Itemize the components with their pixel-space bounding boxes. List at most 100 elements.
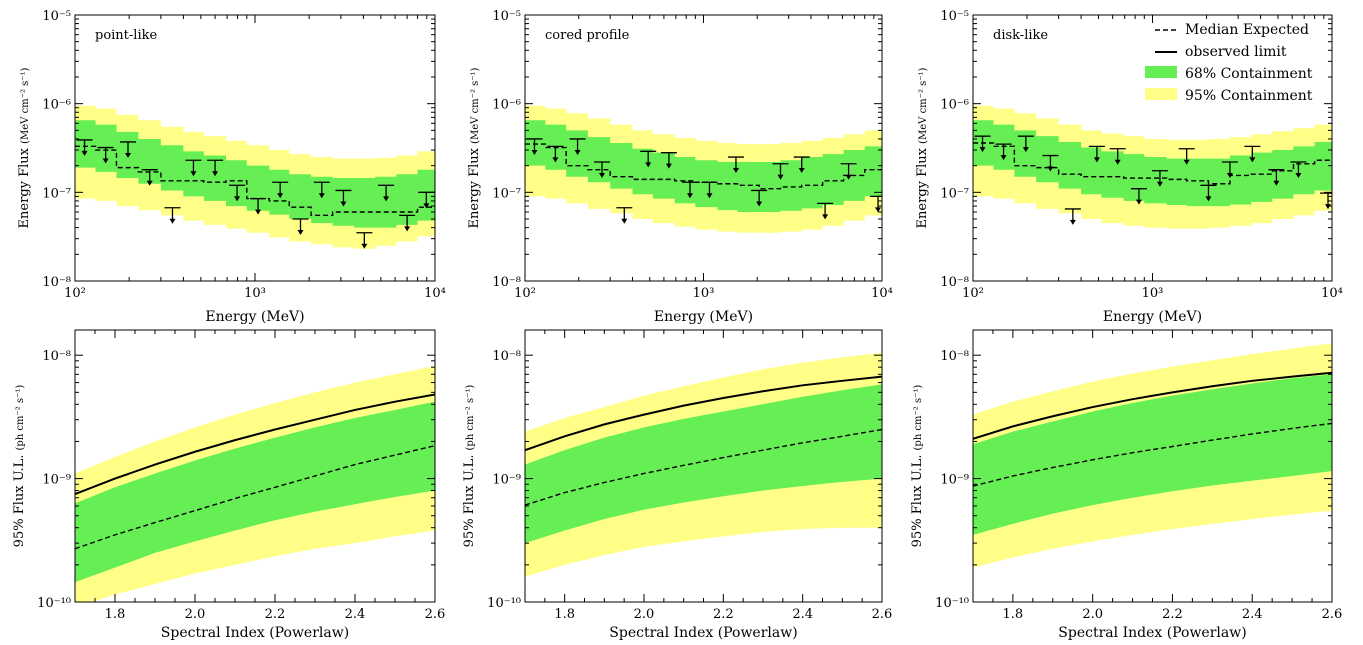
ticks: [524, 330, 883, 603]
panel-6: 1.8 2.0 2.2 2.4 2.6 10⁻¹⁰ 10⁻⁹ 10⁻⁸ Spectral Ind…: [935, 329, 1343, 641]
y-tick-label: 10⁻¹⁰: [935, 596, 969, 611]
upper-limit-14: [356, 232, 373, 249]
y-axis-label: Energy Flux (MeV cm⁻² s⁻¹): [467, 67, 482, 228]
x-axis-label: Spectral Index (Powerlaw): [609, 625, 797, 641]
x-tick-label: 10⁴: [424, 286, 446, 301]
upper-limit-13: [335, 189, 352, 207]
panel-5: 1.8 2.0 2.2 2.4 2.6 10⁻¹⁰ 10⁻⁹ 10⁻⁸ Spectral Ind…: [487, 329, 893, 641]
upper-limit-6: [185, 159, 202, 177]
upper-limit-10: [272, 181, 289, 199]
upper-limit-14: [1268, 169, 1285, 186]
upper-limit-12: [313, 181, 330, 199]
y-tick-label: 10⁻⁵: [42, 9, 71, 24]
upper-limit-15: [1290, 161, 1307, 178]
y-axis-label: 95% Flux U.L. (ph cm⁻² s⁻¹): [910, 385, 925, 548]
band-68-containment: [525, 384, 882, 544]
upper-limit-1: [526, 138, 543, 155]
x-axis-label: Spectral Index (Powerlaw): [161, 625, 349, 641]
y-axis-label: Energy Flux (MeV cm⁻² s⁻¹): [915, 67, 930, 228]
x-tick-label: 1.8: [105, 607, 126, 622]
panel-3: 10² 10³ 10⁴ 10⁻⁸ 10⁻⁷ 10⁻⁶ 10⁻⁵ disk-like Energy…: [940, 9, 1343, 325]
y-axis-label: 95% Flux U.L. (ph cm⁻² s⁻¹): [12, 385, 27, 548]
x-tick-label: 2.4: [792, 607, 813, 622]
upper-limit-10: [727, 156, 744, 174]
upper-limit-1: [974, 135, 991, 153]
upper-limit-3: [1017, 135, 1034, 153]
x-tick-label: 1.8: [1003, 607, 1024, 622]
x-axis-label: Spectral Index (Powerlaw): [1058, 625, 1246, 641]
upper-limit-6: [1088, 145, 1105, 163]
panel-2: 10² 10³ 10⁴ 10⁻⁸ 10⁻⁷ 10⁻⁶ 10⁻⁵ cored profile En…: [492, 9, 893, 325]
y-axis-label: Energy Flux (MeV cm⁻² s⁻¹): [17, 67, 32, 228]
ticks: [74, 14, 436, 282]
x-axis-label: Energy (MeV): [1103, 309, 1202, 325]
legend-label: 95% Containment: [1185, 88, 1313, 104]
upper-limit-16: [399, 214, 416, 232]
y-tick-label: 10⁻⁸: [940, 275, 969, 290]
x-tick-label: 2.2: [713, 607, 734, 622]
legend-95-swatch: [1145, 88, 1177, 100]
panel-annotation: point-like: [95, 28, 157, 43]
upper-limit-11: [751, 189, 768, 207]
median-expected-line: [525, 143, 882, 190]
x-tick-label: 10³: [693, 286, 715, 301]
upper-limit-5: [1064, 208, 1081, 225]
y-tick-label: 10⁻⁹: [42, 473, 71, 488]
y-tick-label: 10⁻¹⁰: [487, 596, 521, 611]
x-tick-label: 2.6: [1322, 607, 1343, 622]
upper-limit-2: [995, 143, 1012, 161]
x-tick-label: 2.4: [345, 607, 366, 622]
upper-limit-4: [593, 161, 610, 178]
x-tick-label: 2.0: [185, 607, 206, 622]
median-expected-line: [973, 422, 1332, 487]
y-tick-label: 10⁻⁷: [940, 186, 969, 201]
upper-limit-13: [793, 156, 810, 174]
upper-limit-10: [1178, 148, 1195, 165]
upper-limit-7: [207, 159, 224, 177]
upper-limit-3: [569, 138, 586, 155]
observed-limit-line: [75, 393, 435, 495]
x-tick-label: 10⁴: [871, 286, 893, 301]
upper-limit-5: [616, 207, 633, 224]
y-tick-label: 10⁻⁹: [492, 473, 521, 488]
ticks: [74, 330, 436, 603]
upper-limit-13: [1244, 145, 1261, 163]
median-expected-line: [75, 145, 435, 217]
band-68-containment: [525, 120, 882, 213]
upper-limit-15: [378, 184, 395, 202]
upper-limit-9: [250, 197, 267, 215]
y-tick-label: 10⁻⁸: [492, 275, 521, 290]
y-tick-label: 10⁻⁹: [940, 473, 969, 488]
upper-limit-6: [640, 150, 657, 168]
x-tick-label: 10²: [962, 286, 984, 301]
y-tick-label: 10⁻⁵: [492, 9, 521, 24]
x-tick-label: 2.2: [265, 607, 286, 622]
y-tick-label: 10⁻⁶: [940, 98, 969, 113]
panel-1: 10² 10³ 10⁴ 10⁻⁸ 10⁻⁷ 10⁻⁶ 10⁻⁵ point-like Energ…: [42, 9, 446, 325]
upper-limit-15: [840, 163, 857, 180]
x-tick-label: 2.6: [872, 607, 893, 622]
observed-limit-line: [525, 375, 882, 452]
y-tick-label: 10⁻⁸: [42, 275, 71, 290]
plot-area: [525, 352, 882, 577]
legend-label: Median Expected: [1185, 22, 1309, 38]
upper-limit-11: [1200, 184, 1217, 202]
x-tick-label: 2.4: [1242, 607, 1263, 622]
y-tick-label: 10⁻⁸: [42, 349, 71, 364]
plot-area: [525, 105, 882, 233]
upper-limit-12: [1221, 161, 1238, 178]
band-68-containment: [75, 120, 435, 228]
median-expected-line: [75, 444, 435, 550]
y-tick-label: 10⁻⁵: [940, 9, 969, 24]
y-tick-label: 10⁻⁶: [42, 98, 71, 113]
panel-annotation: cored profile: [545, 28, 630, 43]
band-68-containment: [75, 401, 435, 583]
median-expected-line: [973, 142, 1332, 185]
x-axis-label: Energy (MeV): [205, 309, 304, 325]
plot-area: [973, 105, 1332, 229]
median-expected-line: [525, 428, 882, 506]
band-68-containment: [973, 374, 1332, 535]
x-axis-label: Energy (MeV): [654, 309, 753, 325]
x-tick-label: 10³: [1142, 286, 1164, 301]
upper-limit-4: [1042, 154, 1059, 172]
